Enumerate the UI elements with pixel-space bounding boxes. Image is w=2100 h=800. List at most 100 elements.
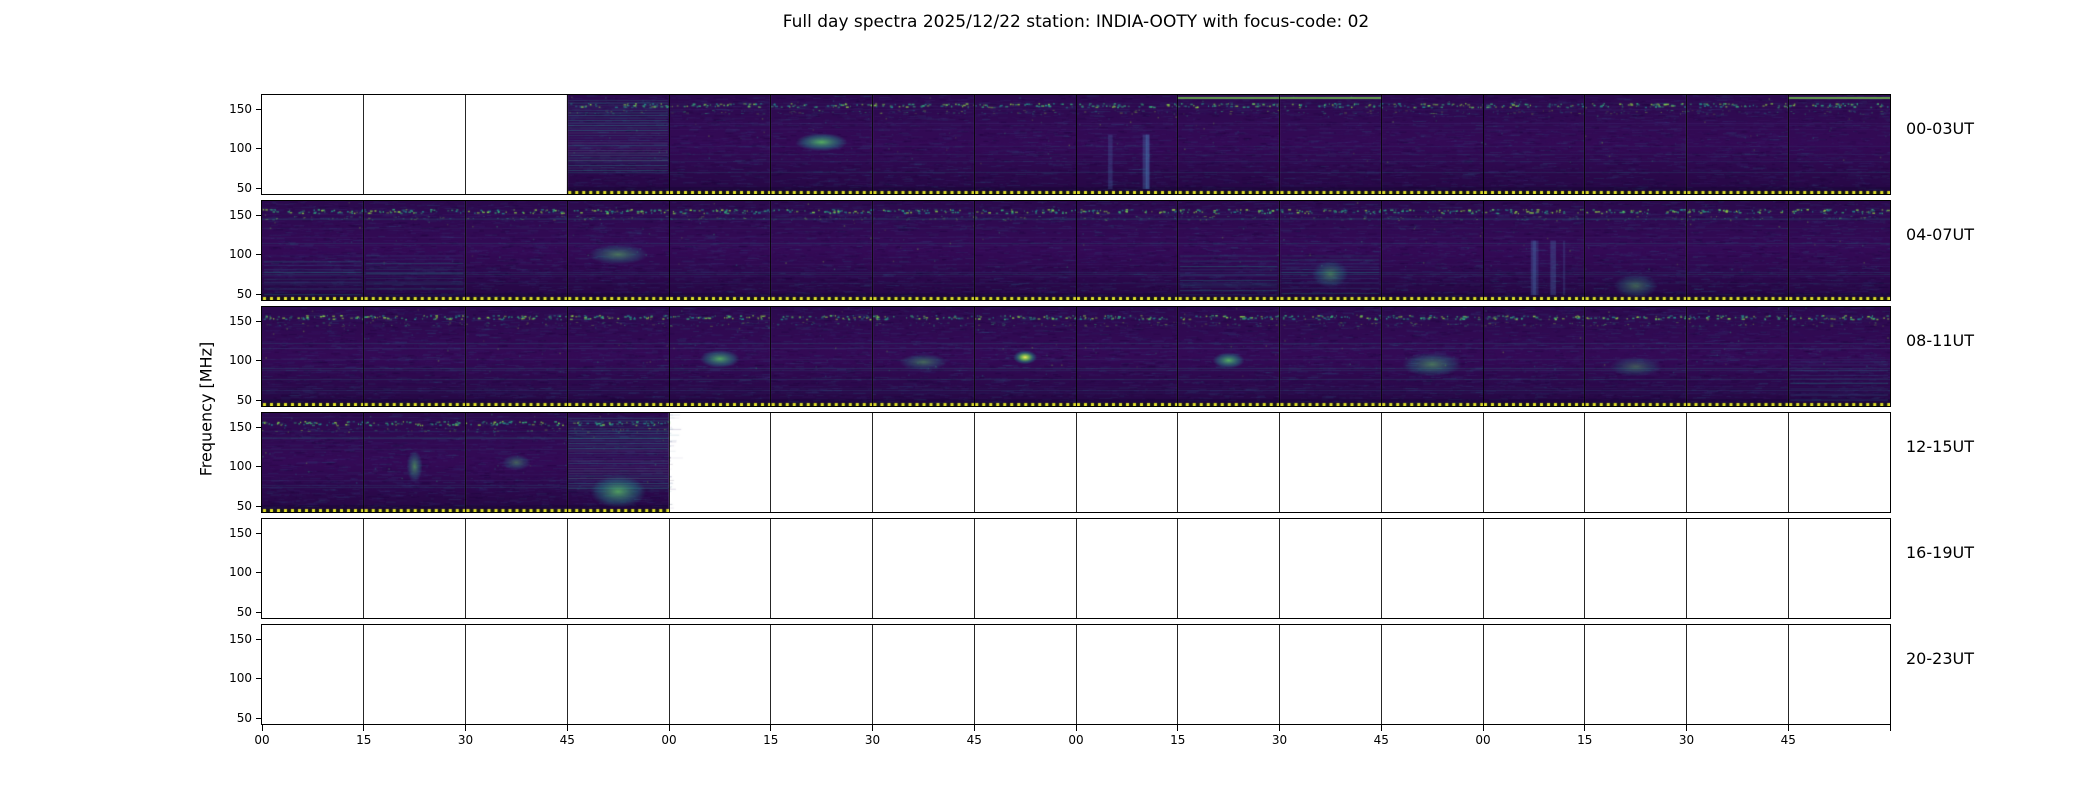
- segment-divider: [1686, 413, 1687, 512]
- segment-divider: [770, 625, 772, 724]
- y-tick-mark: [256, 533, 262, 535]
- segment-divider: [872, 413, 873, 512]
- segment-divider: [1075, 413, 1077, 512]
- x-tick-label: 15: [1170, 733, 1186, 747]
- x-tick-mark: [261, 725, 263, 731]
- x-tick-label: 30: [1271, 733, 1288, 747]
- spectrogram-row-12-15ut: [261, 412, 1891, 513]
- segment-divider: [1787, 625, 1789, 724]
- y-tick-label: 100: [229, 353, 252, 368]
- y-tick-label: 100: [229, 671, 252, 686]
- y-tick-mark: [256, 109, 262, 111]
- segment-divider: [872, 95, 873, 194]
- x-tick-mark: [1177, 725, 1179, 731]
- x-tick-mark: [1279, 725, 1280, 731]
- segment-divider: [363, 307, 365, 406]
- segment-divider: [1279, 413, 1280, 512]
- segment-divider: [566, 519, 568, 618]
- segment-divider: [1075, 307, 1077, 406]
- segment-divider: [363, 413, 365, 512]
- segment-divider: [1380, 307, 1382, 406]
- y-tick-label: 50: [236, 498, 252, 513]
- y-tick-mark: [256, 254, 262, 256]
- y-tick-label: 150: [229, 632, 252, 647]
- segment-divider: [1686, 307, 1687, 406]
- segment-divider: [770, 95, 772, 194]
- y-tick-mark: [256, 293, 262, 295]
- segment-divider: [973, 201, 975, 300]
- segment-divider: [465, 95, 466, 194]
- y-tick-label: 100: [229, 141, 252, 156]
- segment-divider: [1787, 519, 1789, 618]
- y-tick-mark: [256, 360, 262, 362]
- spectrogram-row-20-23ut: [261, 624, 1891, 725]
- segment-divider: [668, 413, 670, 512]
- row-label-16-19ut: 16-19UT: [1906, 543, 1974, 562]
- segment-divider: [566, 201, 568, 300]
- segment-divider: [1177, 201, 1179, 300]
- segment-divider: [1380, 95, 1382, 194]
- x-tick-label: 00: [1068, 733, 1084, 747]
- y-tick-mark: [256, 399, 262, 401]
- segment-divider: [973, 307, 975, 406]
- x-tick-label: 00: [661, 733, 677, 747]
- y-tick-label: 50: [236, 392, 252, 407]
- segment-divider: [1279, 95, 1280, 194]
- segment-divider: [1279, 307, 1280, 406]
- segment-divider: [1380, 519, 1382, 618]
- x-tick-label: 00: [254, 733, 270, 747]
- segment-divider: [1787, 413, 1789, 512]
- x-tick-mark: [1787, 725, 1789, 731]
- segment-divider: [566, 413, 568, 512]
- segment-divider: [363, 519, 365, 618]
- segment-divider: [770, 201, 772, 300]
- x-tick-label: 45: [1780, 733, 1796, 747]
- segment-divider: [1177, 307, 1179, 406]
- x-tick-mark: [1889, 725, 1891, 731]
- spectrogram-row-08-11ut: [261, 306, 1891, 407]
- segment-divider: [465, 519, 466, 618]
- row-label-08-11ut: 08-11UT: [1906, 331, 1974, 350]
- x-tick-mark: [1075, 725, 1077, 731]
- segment-divider: [1177, 413, 1179, 512]
- x-tick-label: 15: [1577, 733, 1593, 747]
- segment-divider: [1279, 625, 1280, 724]
- spectrogram-row-00-03ut: [261, 94, 1891, 195]
- x-tick-mark: [1686, 725, 1687, 731]
- segment-divider: [668, 625, 670, 724]
- x-tick-label: 15: [356, 733, 372, 747]
- y-tick-label: 150: [229, 208, 252, 223]
- segment-divider: [1380, 625, 1382, 724]
- y-tick-label: 50: [236, 180, 252, 195]
- segment-divider: [566, 307, 568, 406]
- segment-divider: [1482, 413, 1484, 512]
- y-tick-mark: [256, 717, 262, 719]
- segment-divider: [1279, 201, 1280, 300]
- segment-divider: [1075, 201, 1077, 300]
- y-tick-mark: [256, 611, 262, 613]
- y-tick-label: 150: [229, 420, 252, 435]
- y-tick-label: 150: [229, 314, 252, 329]
- segment-divider: [1482, 95, 1484, 194]
- segment-divider: [770, 307, 772, 406]
- y-tick-mark: [256, 466, 262, 468]
- y-tick-label: 150: [229, 102, 252, 117]
- row-label-20-23ut: 20-23UT: [1906, 649, 1974, 668]
- segment-divider: [1686, 625, 1687, 724]
- segment-divider: [1584, 95, 1586, 194]
- x-tick-label: 45: [559, 733, 575, 747]
- x-tick-mark: [872, 725, 873, 731]
- x-tick-mark: [973, 725, 975, 731]
- segment-divider: [1787, 201, 1789, 300]
- segment-divider: [1584, 201, 1586, 300]
- segment-divider: [1482, 307, 1484, 406]
- segment-divider: [1075, 95, 1077, 194]
- segment-divider: [465, 625, 466, 724]
- segment-divider: [1279, 519, 1280, 618]
- x-tick-label: 45: [966, 733, 982, 747]
- y-tick-label: 100: [229, 565, 252, 580]
- y-tick-mark: [256, 148, 262, 150]
- segment-divider: [465, 201, 466, 300]
- segment-divider: [1177, 95, 1179, 194]
- x-tick-label: 45: [1373, 733, 1389, 747]
